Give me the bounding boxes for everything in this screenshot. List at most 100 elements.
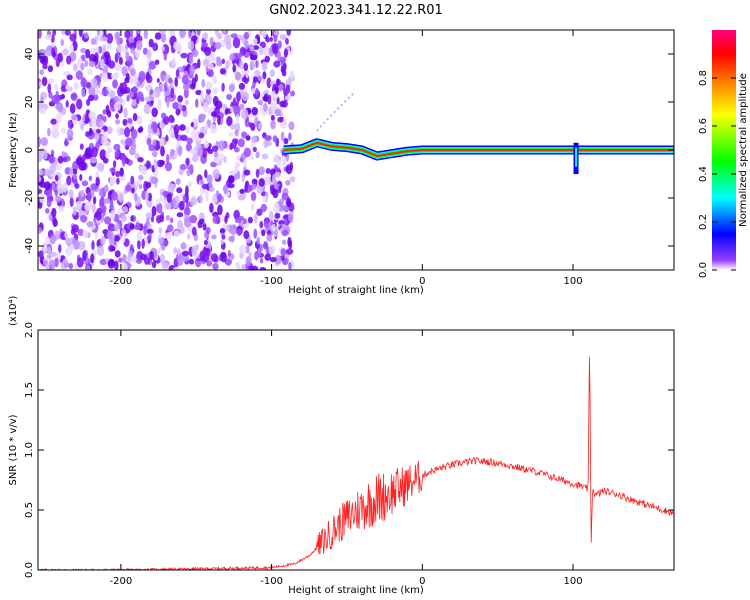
noise-speck [177, 95, 183, 103]
noise-speck [168, 114, 175, 124]
noise-speck [157, 247, 161, 254]
noise-speck [285, 164, 293, 175]
top-x-tick-label: 100 [563, 276, 582, 287]
noise-speck [92, 93, 99, 101]
noise-speck [235, 113, 240, 123]
noise-speck [130, 215, 134, 222]
noise-speck [173, 247, 178, 254]
noise-speck [223, 184, 228, 195]
noise-speck [66, 175, 72, 186]
noise-speck [284, 95, 292, 101]
noise-speck [200, 179, 205, 185]
noise-speck [241, 91, 250, 102]
noise-speck [165, 232, 172, 240]
noise-speck [244, 117, 250, 128]
noise-speck [95, 176, 100, 187]
noise-speck [73, 82, 79, 90]
noise-speck [102, 30, 107, 35]
noise-speck [56, 183, 65, 194]
noise-speck [65, 100, 69, 108]
noise-speck [189, 214, 198, 224]
noise-speck [124, 30, 131, 39]
noise-speck [66, 74, 73, 81]
noise-speck [135, 49, 141, 58]
noise-speck [214, 100, 223, 110]
noise-speck [128, 35, 135, 45]
noise-speck [226, 116, 233, 127]
noise-speck [115, 170, 121, 178]
noise-speck [71, 114, 77, 121]
noise-speck [99, 258, 108, 266]
noise-speck [122, 118, 128, 126]
noise-speck [244, 40, 249, 50]
noise-speck [207, 62, 214, 70]
noise-speck [124, 127, 131, 138]
noise-speck [80, 215, 88, 223]
noise-speck [272, 42, 279, 54]
noise-speck [89, 53, 96, 63]
noise-speck [69, 44, 74, 54]
noise-speck [255, 168, 260, 178]
noise-speck [121, 254, 127, 263]
noise-speck [145, 160, 151, 169]
noise-speck [172, 266, 181, 270]
noise-speck [188, 53, 194, 65]
noise-speck [38, 150, 44, 161]
noise-speck [61, 151, 66, 158]
noise-speck [94, 132, 100, 142]
noise-speck [176, 187, 183, 194]
noise-speck [146, 74, 153, 84]
noise-speck [165, 134, 169, 142]
noise-speck [209, 186, 215, 193]
noise-speck [239, 61, 244, 70]
noise-speck [113, 101, 121, 112]
noise-speck [56, 112, 63, 123]
noise-speck [211, 195, 218, 204]
noise-speck [270, 119, 276, 130]
noise-speck [124, 184, 132, 192]
noise-speck [176, 248, 181, 256]
noise-speck [183, 216, 192, 228]
noise-speck [209, 123, 217, 134]
noise-speck [248, 251, 252, 258]
noise-speck [237, 263, 241, 270]
noise-speck [249, 54, 258, 61]
noise-speck [47, 127, 51, 137]
noise-speck [80, 62, 85, 71]
noise-speck [112, 160, 117, 169]
noise-speck [96, 30, 100, 36]
noise-speck [270, 219, 274, 227]
noise-speck [206, 88, 211, 95]
noise-speck [82, 229, 89, 239]
noise-speck [95, 212, 102, 221]
noise-speck [96, 245, 105, 256]
noise-speck [239, 103, 245, 110]
noise-speck [62, 182, 68, 193]
noise-speck [251, 178, 258, 185]
noise-speck [148, 144, 156, 152]
noise-speck [174, 195, 180, 205]
noise-speck [118, 257, 123, 263]
noise-speck [140, 96, 145, 102]
noise-speck [181, 75, 189, 85]
noise-speck [76, 257, 84, 268]
noise-speck [198, 132, 205, 139]
noise-speck [114, 150, 120, 158]
noise-speck [55, 195, 62, 203]
noise-speck [224, 34, 231, 45]
noise-speck [230, 106, 234, 113]
noise-speck [173, 41, 181, 51]
noise-speck [285, 179, 291, 186]
noise-speck [113, 73, 119, 80]
noise-speck [51, 182, 55, 191]
noise-speck [110, 209, 116, 221]
noise-speck [236, 170, 241, 180]
noise-speck [135, 115, 143, 125]
noise-speck [159, 137, 165, 148]
noise-speck [255, 89, 259, 96]
noise-speck [212, 211, 219, 217]
colorbar-tick-label: 0.8 [698, 70, 709, 86]
noise-speck [283, 217, 288, 225]
noise-speck [39, 193, 46, 204]
noise-speck [57, 102, 64, 113]
